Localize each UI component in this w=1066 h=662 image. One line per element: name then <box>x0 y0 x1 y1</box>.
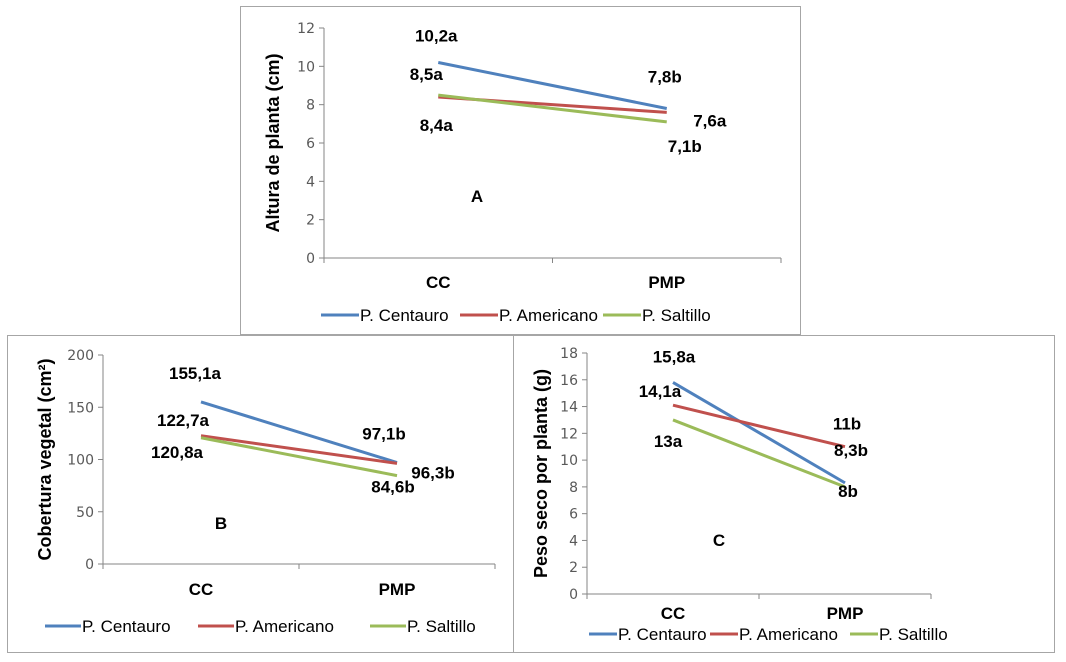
chart-c-svg: 0 2 4 6 8 10 12 14 16 18 CC PMP Peso seco por planta… <box>531 346 948 644</box>
data-label: 84,6b <box>371 478 414 497</box>
data-label: 8,5a <box>410 65 444 84</box>
y-tick-label: 2 <box>569 560 578 576</box>
legend-label: P. Centauro <box>82 617 171 636</box>
data-label: 7,8b <box>648 68 682 87</box>
y-axis-title: Peso seco por planta (g) <box>531 369 551 578</box>
series-line-pamericano <box>200 434 398 465</box>
data-label: 97,1b <box>362 425 405 444</box>
y-tick-label: 18 <box>560 346 578 362</box>
series-line-pcentauro <box>437 61 668 110</box>
data-label: 8,4a <box>420 116 454 135</box>
y-tick-label: 0 <box>85 557 94 573</box>
y-axis-title: Altura de planta (cm) <box>263 53 283 232</box>
panel-letter-c: C <box>713 531 725 550</box>
y-tick-label: 4 <box>569 533 578 549</box>
series-line-psaltillo <box>200 436 398 478</box>
y-tick-label: 50 <box>76 505 94 521</box>
series-line-pamericano <box>672 403 846 449</box>
series-line-pcentauro <box>672 381 846 485</box>
data-label: 122,7a <box>157 411 210 430</box>
data-label: 10,2a <box>415 27 458 46</box>
data-label: 15,8a <box>653 347 696 366</box>
chart-a-svg: 0 2 4 6 8 10 12 CC PMP Altura de planta (cm) 10,2a… <box>263 21 782 325</box>
data-label: 13a <box>654 432 683 451</box>
chart-b-svg: 0 50 100 150 200 CC PMP Cobertura vegetal (cm²)… <box>35 348 496 636</box>
legend-label: P. Americano <box>235 617 334 636</box>
y-tick-label: 6 <box>569 507 578 523</box>
data-label: 96,3b <box>411 463 454 482</box>
y-tick-label: 0 <box>306 251 315 267</box>
chart-panel-a: 0 2 4 6 8 10 12 CC PMP Altura de planta (cm) 10,2a… <box>240 6 801 335</box>
y-tick-label: 2 <box>306 213 315 229</box>
legend-label: P. Americano <box>499 306 598 325</box>
panel-letter-a: A <box>471 187 483 206</box>
x-tick-label-pmp: PMP <box>648 273 685 292</box>
x-tick-label-cc: CC <box>426 273 451 292</box>
y-tick-label: 8 <box>569 480 578 496</box>
y-tick-label: 12 <box>560 426 578 442</box>
data-label: 8b <box>838 482 858 501</box>
data-label: 155,1a <box>169 364 222 383</box>
y-tick-label: 10 <box>297 59 315 75</box>
legend-label: P. Centauro <box>618 625 707 644</box>
y-tick-label: 12 <box>297 21 315 37</box>
x-tick-label-cc: CC <box>189 580 214 599</box>
data-label: 11b <box>833 415 861 434</box>
data-label: 7,6a <box>693 111 727 130</box>
x-tick-label-cc: CC <box>661 604 686 623</box>
legend-label: P. Saltillo <box>879 625 948 644</box>
chart-panel-b: 0 50 100 150 200 CC PMP Cobertura vegetal (cm²)… <box>7 335 514 653</box>
panel-letter-b: B <box>215 514 227 533</box>
legend-label: P. Centauro <box>360 306 449 325</box>
legend-label: P. Saltillo <box>407 617 476 636</box>
y-tick-label: 4 <box>306 174 315 190</box>
series-line-pcentauro <box>200 400 398 464</box>
y-tick-label: 8 <box>306 98 315 114</box>
legend-label: P. Americano <box>739 625 838 644</box>
y-tick-label: 10 <box>560 453 578 469</box>
y-tick-label: 150 <box>67 400 94 416</box>
legend-label: P. Saltillo <box>642 306 711 325</box>
data-label: 120,8a <box>151 443 204 462</box>
y-tick-label: 6 <box>306 136 315 152</box>
series-line-psaltillo <box>672 418 846 489</box>
y-tick-label: 100 <box>67 453 94 469</box>
data-label: 14,1a <box>639 382 682 401</box>
data-label: 7,1b <box>668 137 702 156</box>
y-tick-label: 200 <box>67 348 94 364</box>
x-tick-label-pmp: PMP <box>827 604 864 623</box>
series-line-psaltillo <box>438 93 667 124</box>
y-tick-label: 0 <box>569 587 578 603</box>
x-tick-label-pmp: PMP <box>379 580 416 599</box>
y-tick-label: 16 <box>560 373 578 389</box>
y-axis-title: Cobertura vegetal (cm²) <box>35 358 55 560</box>
chart-panel-c: 0 2 4 6 8 10 12 14 16 18 CC PMP Peso seco por planta… <box>513 335 1055 653</box>
data-label: 8,3b <box>834 441 868 460</box>
y-tick-label: 14 <box>560 400 578 416</box>
